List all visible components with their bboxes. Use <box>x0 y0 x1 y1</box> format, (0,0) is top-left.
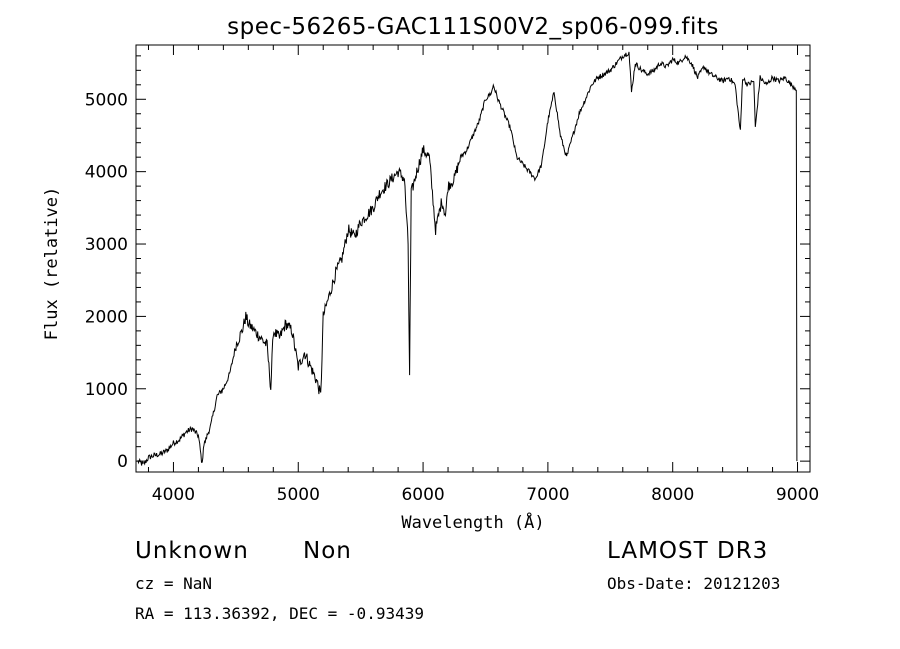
footer-object-subclass: Non <box>303 538 352 564</box>
x-tick-label: 9000 <box>776 485 819 505</box>
chart-title: spec-56265-GAC111S00V2_sp06-099.fits <box>227 14 719 40</box>
y-tick-label: 5000 <box>85 90 128 110</box>
y-tick-label: 1000 <box>85 380 128 400</box>
y-axis-label: Flux (relative) <box>42 187 62 341</box>
x-tick-label: 5000 <box>277 485 320 505</box>
footer-object-class: Unknown <box>135 538 249 564</box>
spectrum-line <box>137 51 798 466</box>
footer-survey: LAMOST DR3 <box>607 538 769 564</box>
plot-area: 4000 5000 6000 7000 8000 9000 0 1000 2000 3000 400… <box>42 14 819 533</box>
plot-frame <box>135 44 811 473</box>
x-tick-label: 4000 <box>152 485 195 505</box>
x-tick-label: 8000 <box>651 485 694 505</box>
y-tick-label: 0 <box>117 452 128 472</box>
x-tick-label: 6000 <box>401 485 444 505</box>
y-tick-label: 2000 <box>85 307 128 327</box>
x-tick-label: 7000 <box>526 485 569 505</box>
y-tick-label: 4000 <box>85 163 128 183</box>
x-axis-label: Wavelength (Å) <box>401 511 544 533</box>
footer-obs-date: Obs-Date: 20121203 <box>607 574 781 593</box>
footer-coordinates: RA = 113.36392, DEC = -0.93439 <box>135 604 424 623</box>
footer-cz: cz = NaN <box>135 574 213 593</box>
y-tick-label: 3000 <box>85 235 128 255</box>
